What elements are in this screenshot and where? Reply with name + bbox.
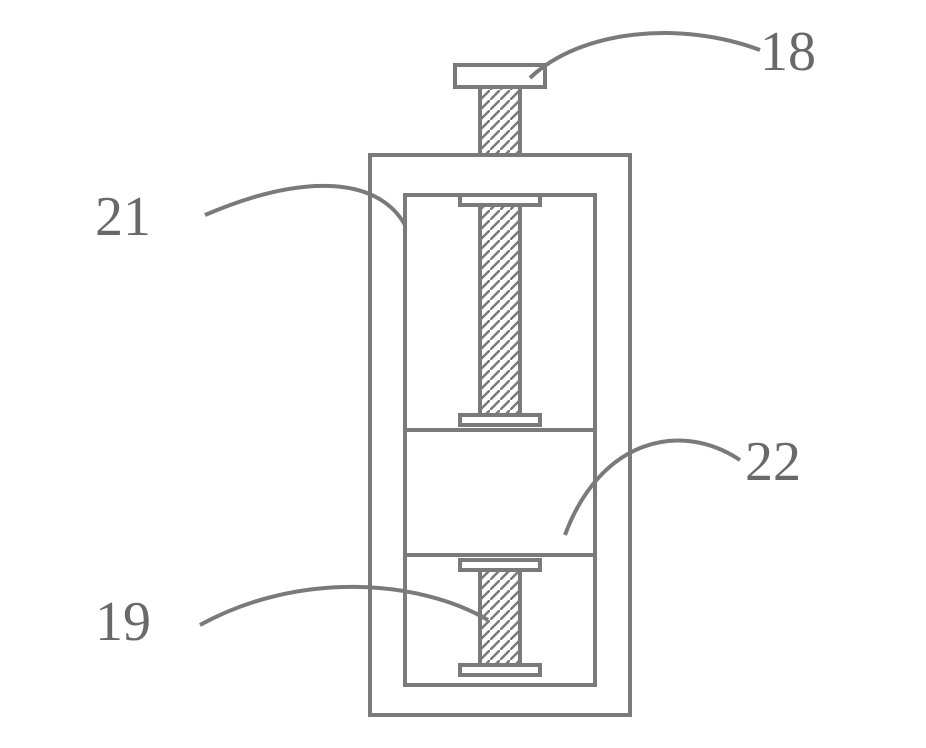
label-22: 22 bbox=[745, 431, 801, 493]
shaft-top bbox=[480, 87, 520, 155]
shaft-mid bbox=[480, 205, 520, 415]
label-19: 19 bbox=[95, 591, 151, 653]
label-21: 21 bbox=[95, 186, 151, 248]
flange-upper-bot bbox=[460, 415, 540, 425]
leader-18 bbox=[530, 33, 760, 78]
label-18: 18 bbox=[760, 21, 816, 83]
flange-lower-bot bbox=[460, 665, 540, 675]
